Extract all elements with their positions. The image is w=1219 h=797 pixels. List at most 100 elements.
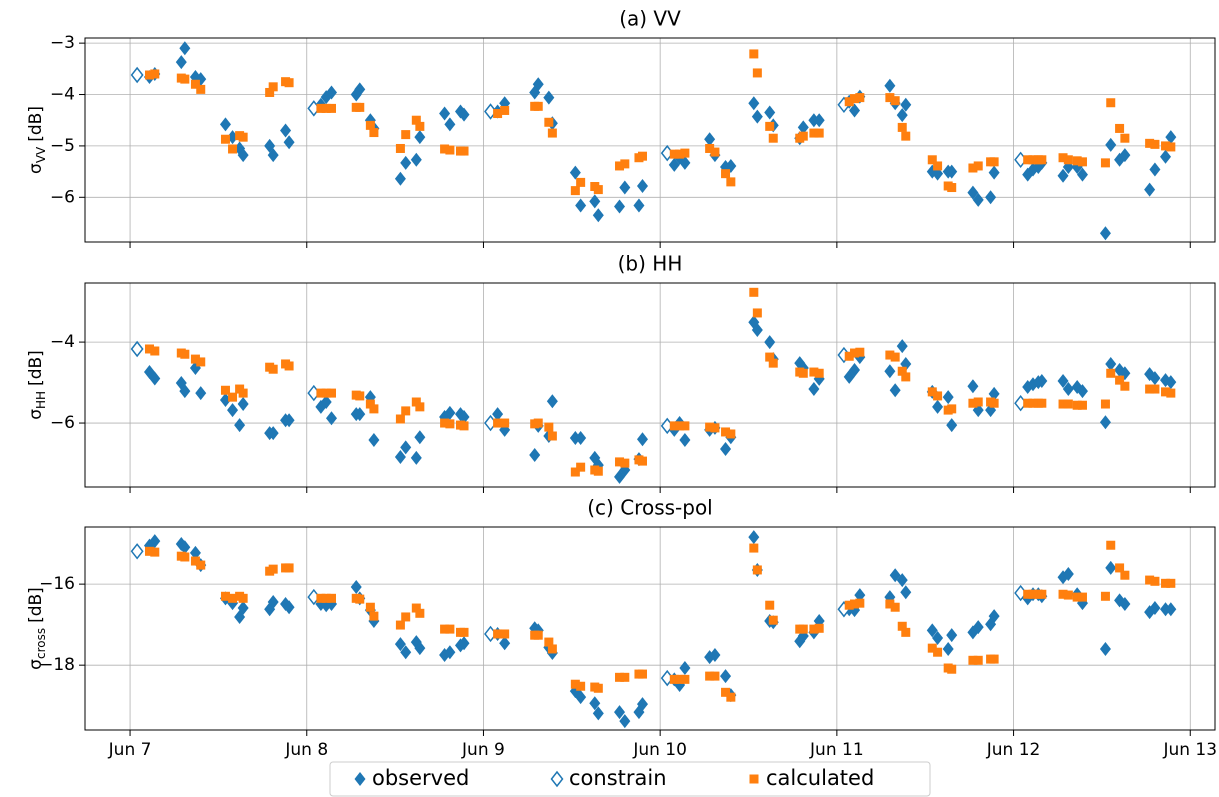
observed-marker [354,772,366,786]
subplot: −6 −5 −4 −3 (a) VV σVV [dB] [26,7,1216,248]
observed-marker [592,706,604,721]
calculated-marker [1023,398,1033,408]
legend-box [329,761,931,797]
y-label-symbol: σ [26,659,46,670]
calculated-marker [901,372,911,382]
calculated-marker [901,131,911,141]
observed-marker [636,178,648,193]
calculated-marker [890,602,900,612]
calculated-marker [927,643,937,653]
observed-marker [283,600,295,615]
calculated-marker [1072,592,1082,602]
calculated-marker [180,74,190,84]
calculated-marker [1115,563,1125,573]
observed-marker [967,379,979,394]
observed-marker [972,192,984,207]
calculated-marker [533,418,543,428]
calculated-marker [196,560,206,570]
x-tick-label: Jun 7 [108,740,152,760]
calculated-marker [1058,153,1068,163]
calculated-marker [547,644,557,654]
calculated-marker [593,683,603,693]
calculated-marker [710,423,720,433]
y-tick-label: −18 [39,655,75,675]
calculated-marker [1106,368,1116,378]
calculated-marker [1028,398,1038,408]
observed-marker [985,190,997,205]
observed-marker [267,148,279,163]
legend-label: calculated [766,766,874,790]
observed-marker [267,594,279,609]
observed-marker [748,530,760,545]
observed-marker [1149,371,1161,386]
calculated-marker [440,624,450,634]
calculated-marker [721,687,731,697]
calculated-marker [752,308,762,318]
observed-marker [720,441,732,456]
observed-marker [267,426,279,441]
legend-label: observed [372,766,469,790]
observed-marker [679,155,691,170]
calculated-marker [365,120,375,130]
x-tick-label: Jun 13 [1162,740,1217,760]
calculated-marker [620,458,630,468]
observed-marker [932,631,944,646]
calculated-marker [440,418,450,428]
calculated-marker [190,354,200,364]
calculated-marker [411,397,421,407]
calculated-marker [675,421,685,431]
calculated-marker [415,121,425,131]
observed-marker [942,641,954,656]
calculated-marker [316,593,326,603]
calculated-marker [989,157,999,167]
calculated-marker [355,391,365,401]
calculated-marker [1145,575,1155,585]
observed-marker [972,620,984,635]
observed-marker [1119,596,1131,611]
calculated-marker [1028,589,1038,599]
calculated-marker [459,627,469,637]
calculated-marker [890,352,900,362]
observed-marker [896,339,908,354]
calculated-marker [749,287,759,297]
calculated-marker [675,149,685,159]
calculated-marker [533,101,543,111]
calculated-marker [1058,589,1068,599]
calculated-marker [947,183,957,193]
calculated-marker [415,608,425,618]
observed-marker [946,628,958,643]
calculated-marker [885,599,895,609]
calculated-marker [844,97,854,107]
calculated-marker [1072,156,1082,166]
observed-marker [1105,137,1117,152]
calculated-marker [798,131,808,141]
subplot-title: (c) Cross-pol [587,496,713,520]
calculated-marker [228,144,238,154]
constrain-marker [550,770,564,788]
observed-marker [354,82,366,97]
calculated-marker [401,612,411,622]
calculated-marker [726,429,736,439]
calculated-marker [440,144,450,154]
observed-marker [320,395,332,409]
y-label-unit: [dB] [26,350,46,386]
observed-marker [988,165,1000,180]
calculated-marker [321,103,331,113]
observed-marker [569,165,581,180]
calculated-marker [576,681,586,691]
calculated-marker [749,543,759,553]
observed-marker [394,637,406,652]
calculated-marker [947,404,957,414]
calculated-marker [855,598,865,608]
calculated-marker [493,418,503,428]
observed-marker [1105,560,1117,575]
calculated-marker [855,93,865,103]
calculated-marker [459,146,469,156]
calculated-marker [705,422,715,432]
calculated-marker [401,130,411,140]
calculated-marker [1037,589,1047,599]
observed-marker [1149,601,1161,616]
observed-marker [1099,415,1111,430]
observed-marker [1036,373,1048,388]
